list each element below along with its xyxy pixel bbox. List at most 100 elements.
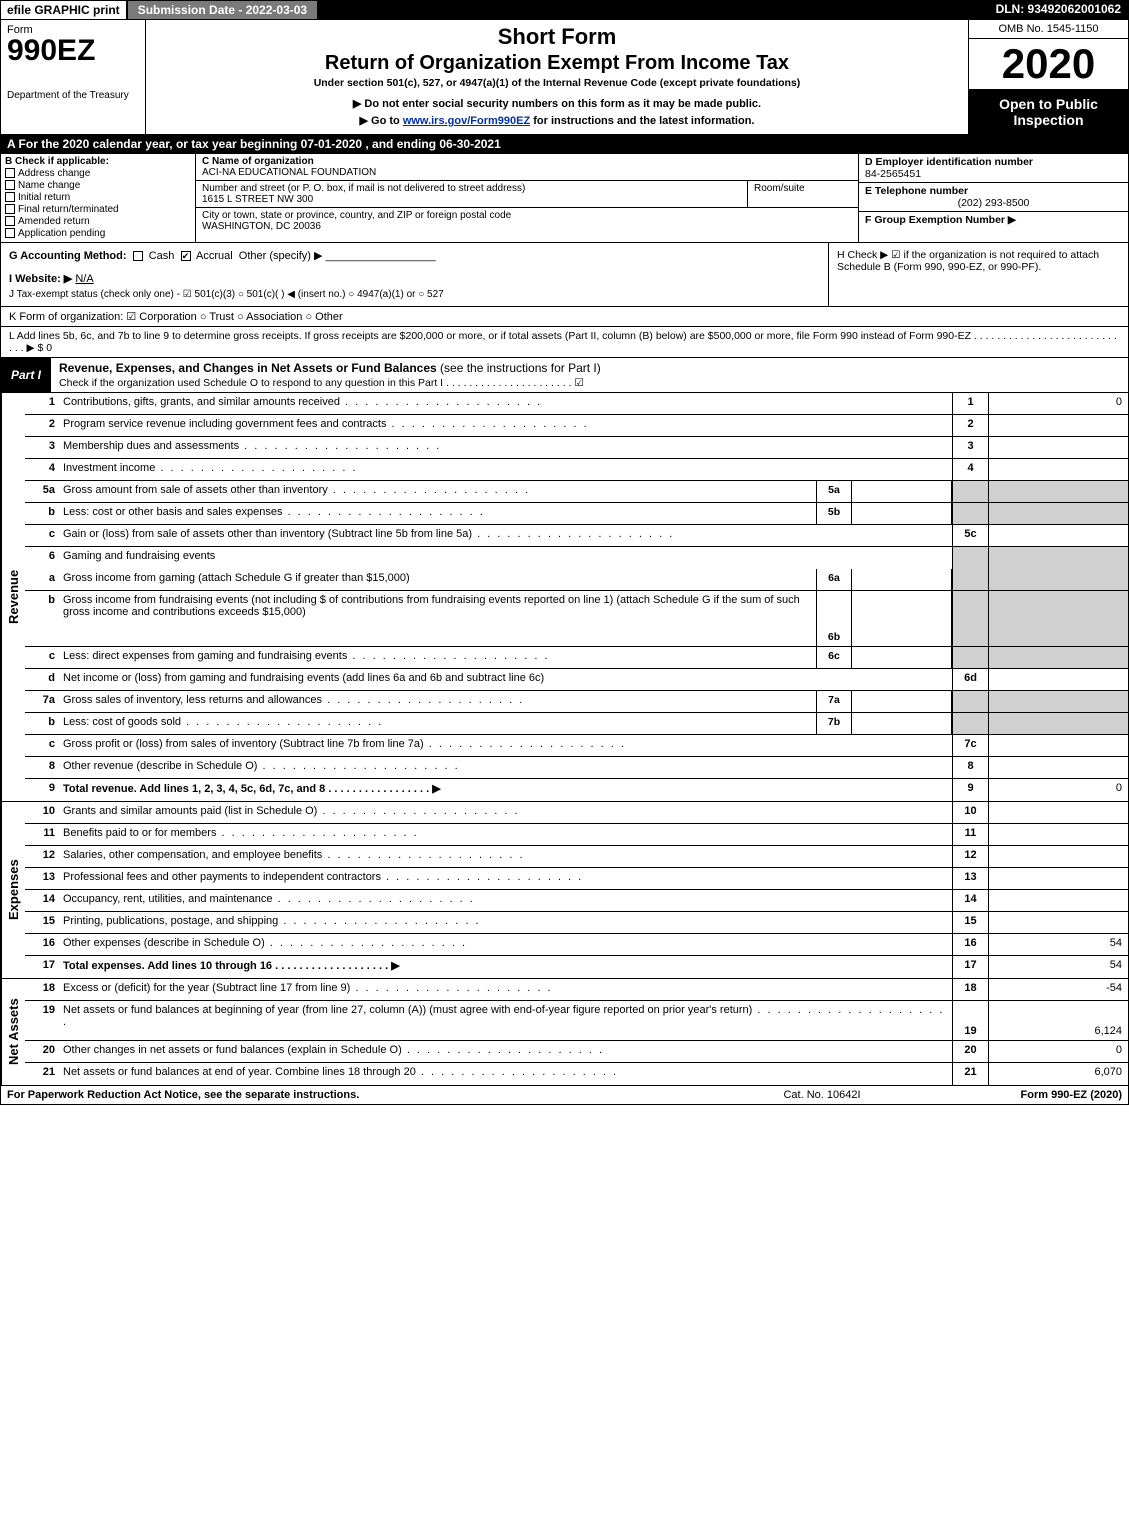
line-desc: Gain or (loss) from sale of assets other… [59,525,952,546]
box-h: H Check ▶ ☑ if the organization is not r… [828,243,1128,306]
line-value [988,912,1128,933]
line-rn: 7c [952,735,988,756]
line-rn: 5c [952,525,988,546]
part-1-check: Check if the organization used Schedule … [59,377,584,389]
subline-value [852,591,952,646]
line-value [988,669,1128,690]
line-value: 0 [988,393,1128,414]
line-value: 6,124 [988,1001,1128,1040]
line-desc: Other expenses (describe in Schedule O) [59,934,952,955]
group-exemption-label: F Group Exemption Number ▶ [865,214,1016,226]
box-l: L Add lines 5b, 6c, and 7b to line 9 to … [0,327,1129,358]
subline-num: 7b [816,713,852,734]
line-desc: Total revenue. Add lines 1, 2, 3, 4, 5c,… [59,779,952,801]
org-name: ACI-NA EDUCATIONAL FOUNDATION [202,167,376,178]
efile-print-label[interactable]: efile GRAPHIC print [0,0,127,20]
line-rn: 9 [952,779,988,801]
chk-initial-return[interactable]: Initial return [5,192,191,203]
line-num: d [25,669,59,690]
page-footer: For Paperwork Reduction Act Notice, see … [0,1086,1129,1105]
subline-value [852,503,952,524]
line-value [988,691,1128,712]
line-desc: Grants and similar amounts paid (list in… [59,802,952,823]
line-desc: Gross income from fundraising events (no… [59,591,816,646]
dln-label: DLN: 93492062001062 [988,0,1129,20]
header-left: Form 990EZ Department of the Treasury [1,20,146,134]
omb-number: OMB No. 1545-1150 [969,20,1128,39]
line-num: 12 [25,846,59,867]
subline-value [852,481,952,502]
street-address: 1615 L STREET NW 300 [202,194,313,205]
line-value [988,459,1128,480]
line-num: c [25,735,59,756]
part-1-header: Part I Revenue, Expenses, and Changes in… [0,358,1129,393]
line-value [988,802,1128,823]
line-num: 6 [25,547,59,569]
line-rn [952,591,988,646]
line-desc: Other changes in net assets or fund bala… [59,1041,952,1062]
chk-application-pending[interactable]: Application pending [5,228,191,239]
line-value: 6,070 [988,1063,1128,1085]
line-rn: 21 [952,1063,988,1085]
ein-value: 84-2565451 [865,168,921,180]
subline-num: 7a [816,691,852,712]
line-desc: Investment income [59,459,952,480]
subline-value [852,691,952,712]
line-desc: Net assets or fund balances at beginning… [59,1001,952,1040]
line-rn: 4 [952,459,988,480]
line-num: a [25,569,59,590]
paperwork-notice: For Paperwork Reduction Act Notice, see … [7,1089,722,1101]
line-value: 54 [988,956,1128,978]
line-value [988,757,1128,778]
irs-link[interactable]: www.irs.gov/Form990EZ [403,115,530,127]
chk-name-change[interactable]: Name change [5,180,191,191]
line-num: 14 [25,890,59,911]
line-rn: 13 [952,868,988,889]
line-num: 10 [25,802,59,823]
line-value: -54 [988,979,1128,1000]
line-num: 4 [25,459,59,480]
line-desc: Contributions, gifts, grants, and simila… [59,393,952,414]
gh-row: G Accounting Method: Cash Accrual Other … [0,243,1129,307]
accounting-method: G Accounting Method: Cash Accrual Other … [9,249,820,262]
form-number: 990EZ [7,36,139,66]
line-value: 0 [988,1041,1128,1062]
line-rn: 1 [952,393,988,414]
line-num: 11 [25,824,59,845]
line-value [988,591,1128,646]
chk-amended-return[interactable]: Amended return [5,216,191,227]
chk-address-change[interactable]: Address change [5,168,191,179]
line-num: 21 [25,1063,59,1085]
line-num: 20 [25,1041,59,1062]
line-desc: Gross profit or (loss) from sales of inv… [59,735,952,756]
line-desc: Excess or (deficit) for the year (Subtra… [59,979,952,1000]
line-rn [952,547,988,569]
instructions-line: ▶ Go to www.irs.gov/Form990EZ for instru… [154,114,960,127]
tax-exempt-status: J Tax-exempt status (check only one) - ☑… [9,289,820,300]
header-right: OMB No. 1545-1150 2020 Open to Public In… [968,20,1128,134]
chk-final-return[interactable]: Final return/terminated [5,204,191,215]
line-value [988,525,1128,546]
line-rn: 16 [952,934,988,955]
subline-value [852,713,952,734]
line-num: 17 [25,956,59,978]
line-rn: 3 [952,437,988,458]
expenses-sidelabel: Expenses [1,802,25,978]
line-num: b [25,591,59,646]
net-assets-grid: Net Assets 18Excess or (deficit) for the… [0,979,1129,1086]
department-label: Department of the Treasury [7,90,139,101]
line-desc: Membership dues and assessments [59,437,952,458]
line-value [988,547,1128,569]
line-num: b [25,503,59,524]
phone-value: (202) 293-8500 [865,197,1122,209]
line-desc: Less: direct expenses from gaming and fu… [59,647,816,668]
line-num: 8 [25,757,59,778]
phone-label: E Telephone number [865,185,968,197]
short-form-title: Short Form [154,24,960,50]
top-bar: efile GRAPHIC print Submission Date - 20… [0,0,1129,20]
line-num: 5a [25,481,59,502]
line-rn: 6d [952,669,988,690]
line-value: 54 [988,934,1128,955]
subtitle-section: Under section 501(c), 527, or 4947(a)(1)… [154,77,960,89]
website-value: N/A [75,273,93,285]
